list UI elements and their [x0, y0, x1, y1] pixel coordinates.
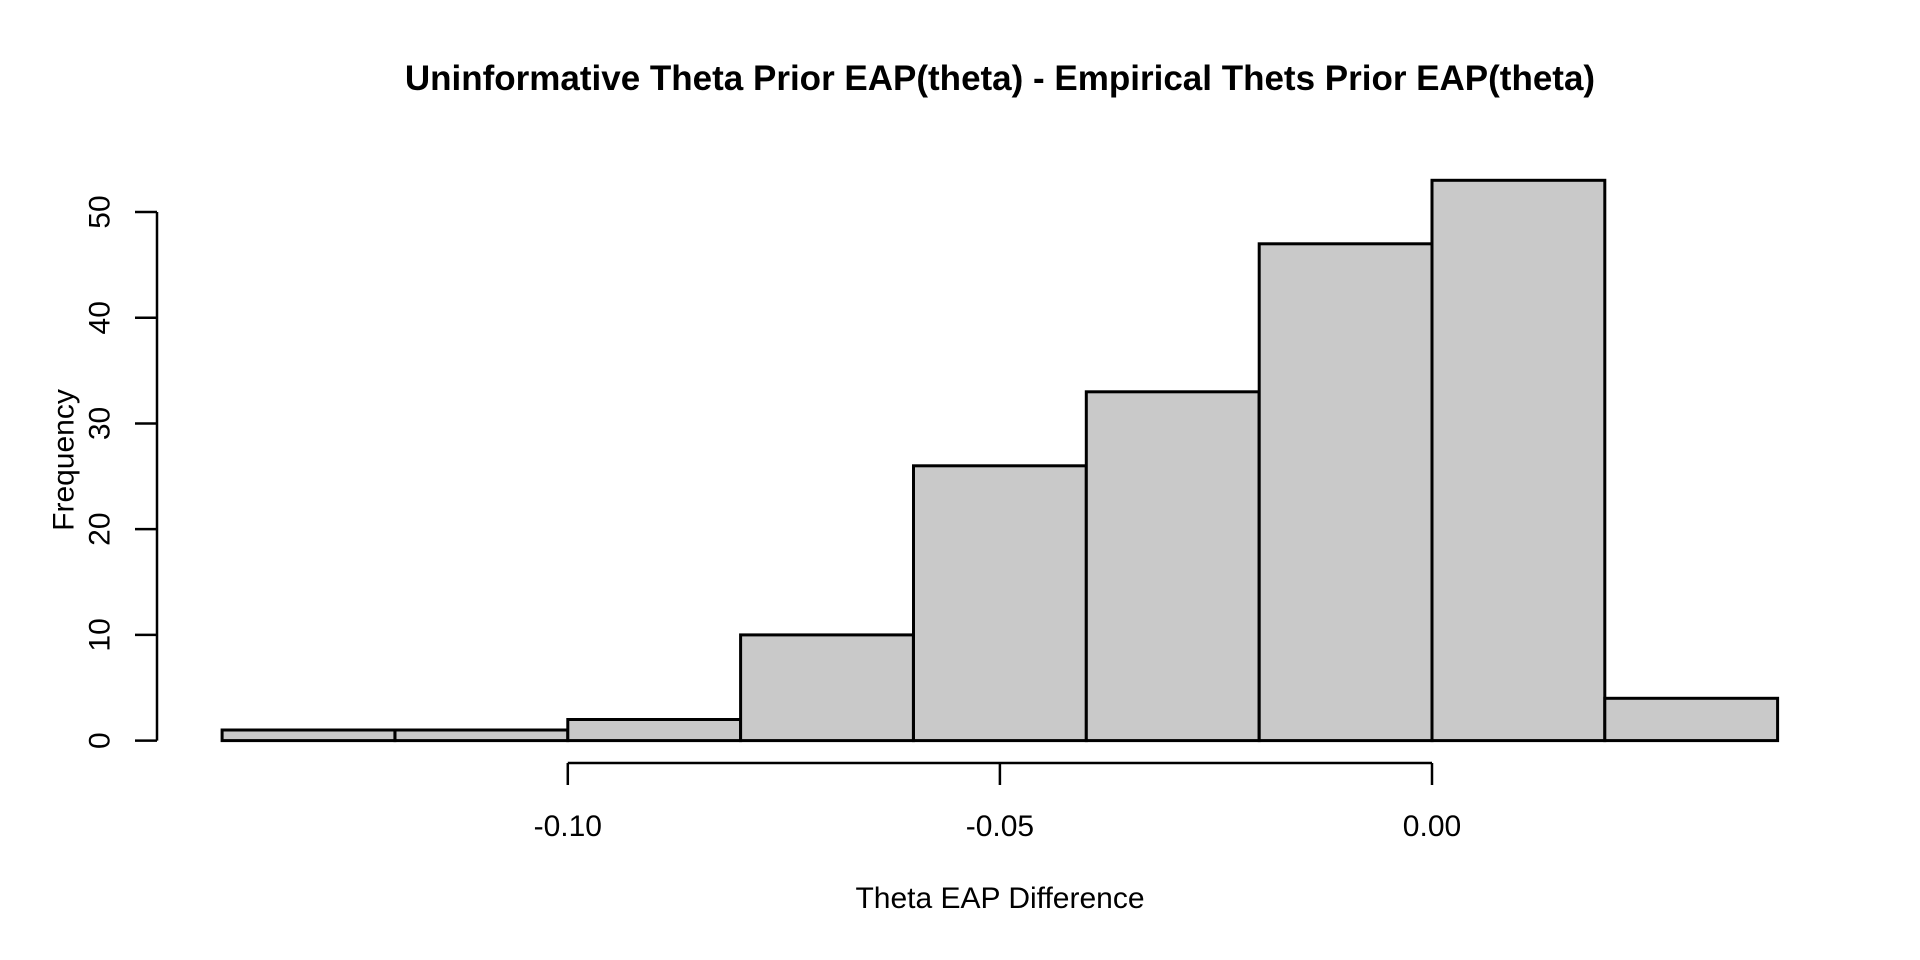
y-tick-label: 40: [84, 301, 117, 334]
y-tick-label: 30: [84, 407, 117, 440]
y-axis-label: Frequency: [48, 389, 81, 531]
y-tick-label: 0: [84, 732, 117, 749]
histogram-bar: [1084, 390, 1261, 743]
chart-title: Uninformative Theta Prior EAP(theta) - E…: [405, 59, 1595, 98]
x-tick-label: -0.10: [534, 810, 602, 843]
histogram-bar: [566, 718, 743, 743]
x-axis: -0.10 -0.05 0.00: [534, 761, 1461, 843]
y-axis: 0 10 20 30 40 50: [84, 195, 159, 749]
histogram-bar: [220, 728, 397, 743]
histogram-bar: [393, 728, 570, 743]
x-tick-label: -0.05: [966, 810, 1034, 843]
histogram-bar: [1603, 696, 1780, 743]
histogram-bar: [739, 633, 915, 743]
bars-layer: [220, 178, 1780, 743]
x-tick-label: 0.00: [1403, 810, 1461, 843]
y-tick-label: 50: [84, 195, 117, 228]
histogram-bar: [912, 464, 1088, 743]
histogram-bar: [1430, 178, 1607, 743]
y-tick-label: 20: [84, 512, 117, 545]
x-axis-label: Theta EAP Difference: [855, 882, 1144, 915]
histogram-bar: [1257, 242, 1434, 743]
y-tick-label: 10: [84, 618, 117, 651]
